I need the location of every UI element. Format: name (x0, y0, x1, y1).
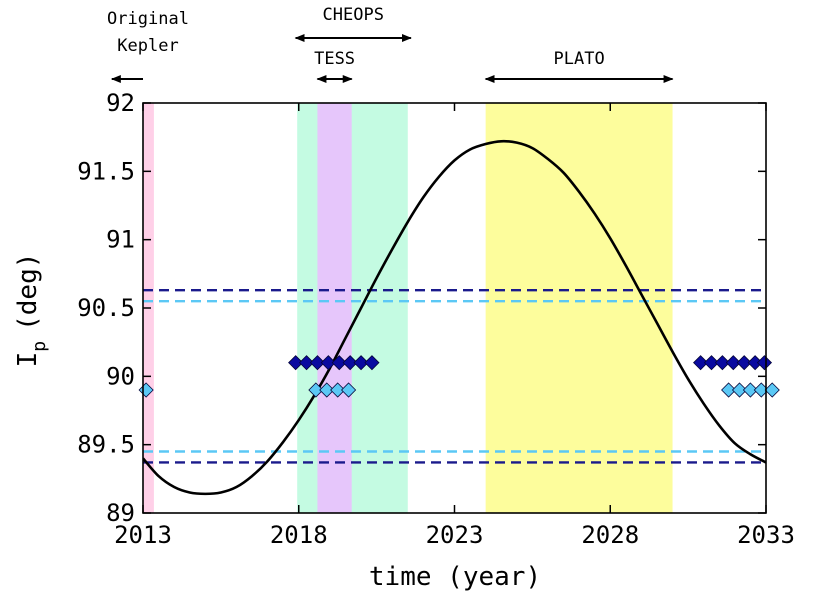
y-axis-label-sub: p (29, 341, 50, 352)
mission-bands (143, 103, 673, 513)
light-diamond-point (308, 382, 324, 398)
dark-diamond-point (736, 355, 752, 371)
mission-annotations: Original Kepler CHEOPS TESS PLATO (107, 5, 674, 83)
mission-label-tess: TESS (314, 49, 355, 69)
x-tick-label: 2033 (737, 521, 795, 549)
dark-diamond-point (309, 355, 326, 371)
dark-diamond-point (353, 355, 369, 371)
light-diamond-point (330, 382, 346, 398)
x-axis-label: time (year) (369, 562, 541, 592)
band-tess (317, 103, 352, 513)
dark-diamond-point (288, 355, 304, 371)
model-curve-group (143, 139, 766, 496)
mission-label-plato: PLATO (554, 49, 605, 69)
dark-diamond-point (342, 355, 358, 371)
x-tick-label: 2028 (581, 521, 639, 549)
y-tick-label: 90 (106, 362, 135, 390)
y-tick-label: 91.5 (77, 157, 135, 185)
svg-text:Ip(deg): Ip (deg) (13, 253, 50, 368)
dark-diamond-point (320, 355, 336, 371)
light-diamond-point (731, 382, 748, 398)
y-tick-label: 89.5 (77, 431, 135, 459)
light-diamond-point (721, 382, 737, 398)
band-cheops (297, 103, 408, 513)
dark-diamond-point (756, 355, 773, 371)
threshold-lines (143, 289, 766, 464)
y-tick-label: 90.5 (77, 294, 135, 322)
y-axis-label-unit: (deg) (13, 253, 43, 331)
data-points (138, 355, 780, 398)
dark-diamond-point (714, 355, 730, 371)
dark-diamond-point (364, 355, 380, 371)
mission-label-kepler-line2: Kepler (117, 36, 178, 56)
dark-diamond-point (725, 355, 741, 371)
y-axis-label-main: I (13, 352, 43, 368)
x-tick-label: 2013 (114, 521, 172, 549)
y-tick-label: 89 (106, 499, 135, 527)
model-curve (143, 139, 766, 496)
dark-diamond-point (703, 355, 720, 371)
x-tick-label: 2018 (270, 521, 328, 549)
dark-diamond-point (693, 355, 709, 371)
light-diamond-point (764, 382, 780, 398)
x-tick-label: 2023 (426, 521, 484, 549)
axis-ticks: 2013 2018 2023 2028 2033 89 89.5 90 90.5 91 91.5 92 (77, 89, 795, 549)
light-diamond-point (742, 382, 758, 398)
y-axis-label: Ip (deg) (13, 253, 50, 368)
mission-label-kepler: Original (107, 9, 189, 29)
dark-diamond-point (331, 355, 347, 371)
y-tick-label: 91 (106, 226, 135, 254)
y-tick-label: 92 (106, 89, 135, 117)
dark-diamond-point (298, 355, 315, 371)
band-plato (485, 103, 673, 513)
light-diamond-point (319, 382, 335, 398)
mission-label-cheops: CHEOPS (323, 5, 384, 25)
light-diamond-point (341, 382, 357, 398)
